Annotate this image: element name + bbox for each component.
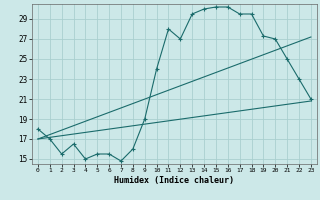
X-axis label: Humidex (Indice chaleur): Humidex (Indice chaleur) [115,176,234,185]
